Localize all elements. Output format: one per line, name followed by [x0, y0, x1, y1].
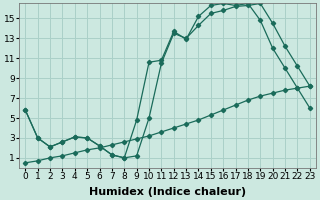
X-axis label: Humidex (Indice chaleur): Humidex (Indice chaleur)	[89, 187, 246, 197]
